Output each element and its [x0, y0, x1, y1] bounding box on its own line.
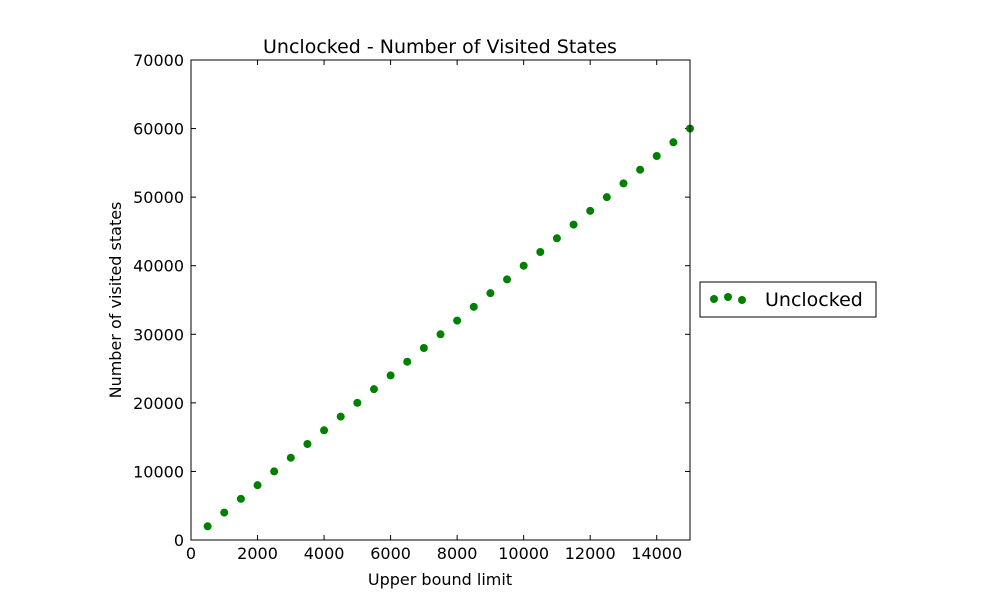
data-point — [286, 453, 295, 462]
x-tick-label: 4000 — [304, 544, 345, 563]
data-point — [669, 138, 678, 147]
data-point — [403, 357, 412, 366]
data-point — [453, 316, 462, 325]
data-point — [353, 398, 362, 407]
legend-marker — [738, 296, 746, 304]
x-tick-label: 10000 — [498, 544, 549, 563]
data-point — [386, 371, 395, 380]
x-tick-label: 12000 — [565, 544, 616, 563]
x-tick-label: 6000 — [370, 544, 411, 563]
x-tick-label: 2000 — [237, 544, 278, 563]
data-point — [636, 165, 645, 174]
y-axis-ticks: 0 10000 20000 30000 40000 50000 60000 70000 — [133, 51, 690, 550]
y-tick-label: 10000 — [133, 462, 184, 481]
data-point — [236, 494, 245, 503]
x-tick-label: 14000 — [631, 544, 682, 563]
data-point — [336, 412, 345, 421]
data-point — [303, 440, 312, 448]
data-point — [552, 234, 561, 243]
data-point — [586, 206, 595, 215]
x-axis-ticks: 0 2000 4000 6000 8000 10000 12000 14000 — [186, 60, 682, 563]
x-tick-label: 0 — [186, 544, 196, 563]
data-point — [436, 330, 445, 339]
legend-marker — [724, 293, 732, 301]
data-point — [270, 467, 279, 476]
data-point — [619, 179, 628, 188]
data-point — [486, 289, 495, 298]
data-points — [203, 124, 694, 531]
data-point — [419, 344, 428, 352]
y-axis-label: Number of visited states — [106, 202, 125, 399]
data-point — [369, 385, 378, 394]
y-tick-label: 60000 — [133, 120, 184, 139]
y-tick-label: 30000 — [133, 325, 184, 344]
data-point — [253, 481, 262, 490]
x-tick-label: 8000 — [437, 544, 478, 563]
y-tick-label: 70000 — [133, 51, 184, 70]
y-tick-label: 40000 — [133, 257, 184, 276]
data-point — [536, 248, 545, 256]
y-tick-label: 0 — [174, 531, 184, 550]
data-point — [602, 193, 611, 202]
data-point — [220, 508, 229, 517]
data-point — [203, 522, 212, 531]
data-point — [569, 220, 578, 229]
chart-title: Unclocked - Number of Visited States — [263, 36, 617, 58]
y-tick-label: 20000 — [133, 394, 184, 413]
data-point — [519, 261, 528, 270]
y-tick-label: 50000 — [133, 188, 184, 207]
data-point — [469, 302, 478, 311]
data-point — [320, 426, 329, 435]
plot-frame — [190, 59, 691, 541]
data-point — [652, 152, 661, 160]
legend-label: Unclocked — [765, 289, 863, 311]
legend-marker — [710, 295, 718, 303]
legend: Unclocked — [699, 281, 877, 318]
x-axis-label: Upper bound limit — [368, 570, 512, 589]
data-point — [503, 275, 512, 284]
